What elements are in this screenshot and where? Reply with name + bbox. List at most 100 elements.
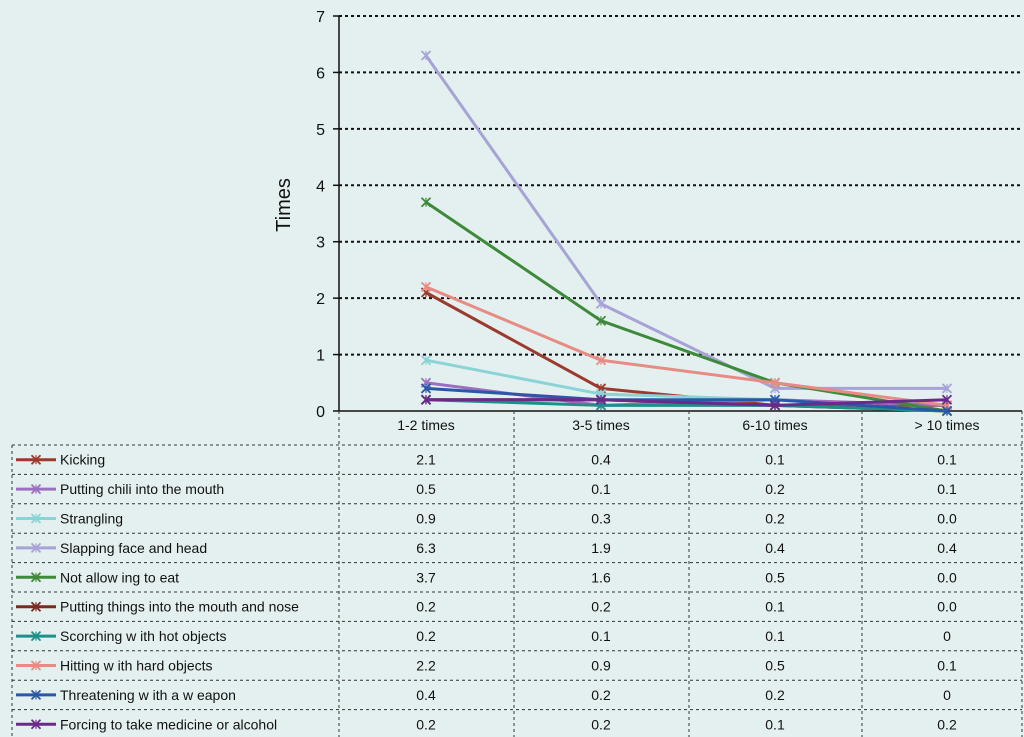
data-label: 6.3 — [416, 540, 436, 556]
table-row: Putting things into the mouth and nose 0.… — [16, 599, 957, 615]
data-label: 1.6 — [591, 569, 611, 585]
data-label: 2.1 — [416, 452, 436, 468]
data-label: 0.1 — [591, 628, 611, 644]
y-tick-label: 3 — [316, 235, 325, 252]
table-row: Slapping face and head 6.3 1.9 0.4 0.4 — [16, 540, 957, 556]
legend-key-marker — [30, 601, 42, 612]
y-tick-label: 0 — [316, 404, 325, 421]
x-category-label: 6-10 times — [742, 417, 807, 433]
data-label: 0 — [943, 628, 951, 644]
grid-lines — [339, 15, 1022, 356]
series-lines — [420, 50, 953, 417]
series-name-label: Strangling — [60, 511, 123, 527]
data-label: 0.1 — [937, 658, 957, 674]
series-4 — [420, 50, 953, 394]
data-label: 0.1 — [591, 481, 611, 497]
legend-key-marker — [30, 689, 42, 701]
series-name-label: Forcing to take medicine or alcohol — [60, 716, 277, 732]
data-label: 1.9 — [591, 540, 611, 556]
data-label: 0 — [943, 687, 951, 703]
y-tick-label: 2 — [316, 291, 325, 308]
data-label: 0.0 — [937, 599, 957, 615]
data-label: 0.4 — [937, 540, 957, 556]
legend-key-marker — [30, 542, 42, 554]
data-label: 0.2 — [765, 481, 785, 497]
data-point — [420, 50, 432, 61]
series-line — [424, 54, 947, 390]
data-label: 0.2 — [937, 716, 957, 732]
data-label: 0.5 — [765, 658, 785, 674]
data-label: 0.2 — [765, 687, 785, 703]
data-label: 0.2 — [416, 716, 436, 732]
series-line — [425, 285, 948, 407]
series-name-label: Kicking — [60, 452, 105, 468]
data-label: 0.0 — [937, 569, 957, 585]
legend-key-marker — [30, 513, 42, 524]
data-label: 0.1 — [765, 716, 785, 732]
y-axis-title: Times — [273, 178, 295, 232]
data-label: 0.4 — [591, 452, 611, 468]
table-row: Forcing to take medicine or alcohol 0.2 0.… — [16, 716, 957, 732]
y-tick-label: 6 — [316, 65, 325, 82]
data-label: 0.3 — [591, 511, 611, 527]
x-category-label: 3-5 times — [572, 417, 630, 433]
data-point — [769, 400, 781, 411]
data-label: 0.2 — [591, 687, 611, 703]
series-line — [425, 200, 948, 413]
data-point — [420, 394, 432, 405]
data-point — [941, 405, 953, 417]
series-line — [425, 386, 948, 413]
data-label: 0.1 — [937, 452, 957, 468]
table-row: Threatening w ith a w eapon 0.4 0.2 0.2 0 — [16, 687, 951, 703]
data-label: 0.2 — [765, 511, 785, 527]
y-tick-label: 7 — [316, 9, 325, 26]
data-point — [595, 315, 607, 326]
series-line — [425, 398, 948, 413]
series-name-label: Putting things into the mouth and nose — [60, 599, 299, 615]
series-name-label: Slapping face and head — [60, 540, 207, 556]
data-label: 0.4 — [416, 687, 436, 703]
series-name-label: Hitting w ith hard objects — [60, 658, 213, 674]
table-row: Putting chili into the mouth 0.5 0.1 0.2 0.1 — [16, 481, 957, 497]
y-tick-label: 4 — [316, 178, 325, 195]
data-label: 0.9 — [591, 658, 611, 674]
series-10 — [420, 394, 953, 411]
data-label: 2.2 — [416, 658, 436, 674]
table-row: Kicking 2.1 0.4 0.1 0.1 — [16, 452, 957, 468]
data-label: 0.4 — [765, 540, 785, 556]
data-label: 0.0 — [937, 511, 957, 527]
y-tick-label: 5 — [316, 122, 325, 139]
data-label: 0.1 — [937, 481, 957, 497]
data-label: 0.2 — [591, 716, 611, 732]
data-point — [595, 298, 607, 309]
series-name-label: Putting chili into the mouth — [60, 481, 224, 497]
series-line — [426, 398, 948, 407]
data-label: 0.5 — [416, 481, 436, 497]
data-point — [420, 281, 432, 292]
table-row: Hitting w ith hard objects 2.2 0.9 0.5 0.1 — [16, 658, 957, 674]
x-category-label: 1-2 times — [397, 417, 455, 433]
data-label: 0.5 — [765, 569, 785, 585]
table-row: Not allow ing to eat 3.7 1.6 0.5 0.0 — [16, 569, 957, 585]
series-name-label: Not allow ing to eat — [60, 569, 179, 585]
data-label: 0.1 — [765, 628, 785, 644]
data-label: 0.2 — [416, 599, 436, 615]
y-axis: 0 1 2 3 4 5 6 7 — [316, 9, 1022, 421]
series-name-label: Scorching w ith hot objects — [60, 628, 227, 644]
data-point — [420, 355, 432, 366]
data-label: 0.9 — [416, 511, 436, 527]
series-name-label: Threatening w ith a w eapon — [60, 687, 236, 703]
data-point — [769, 377, 781, 388]
y-tick-label: 1 — [316, 348, 325, 365]
series-5 — [420, 197, 953, 417]
legend-key-marker — [30, 572, 42, 583]
x-category-label: > 10 times — [915, 417, 980, 433]
legend-key-marker — [30, 660, 42, 671]
data-point — [941, 394, 953, 405]
legend-key-marker — [30, 483, 42, 495]
table-row: Strangling 0.9 0.3 0.2 0.0 — [16, 511, 957, 527]
data-point — [595, 394, 607, 405]
data-label: 0.1 — [765, 599, 785, 615]
legend-key-marker — [30, 630, 42, 642]
